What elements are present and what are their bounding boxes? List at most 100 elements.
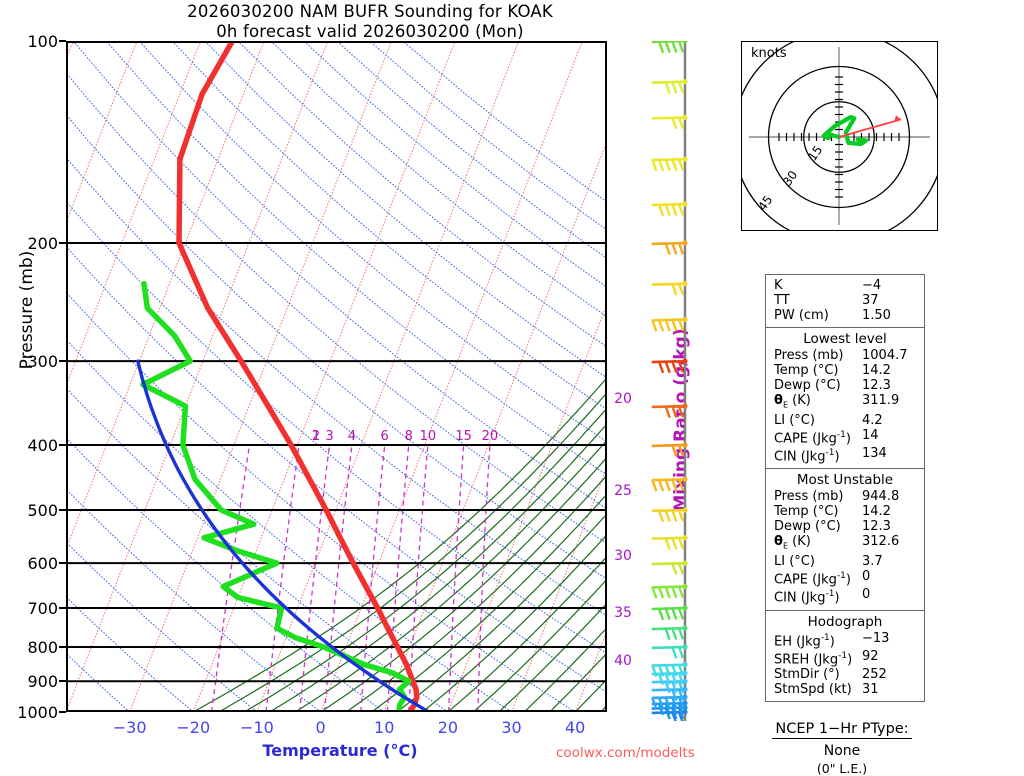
stat-key: Temp (°C) bbox=[774, 504, 839, 520]
table-row: TT 37 bbox=[766, 293, 924, 308]
wind-barb bbox=[651, 694, 688, 710]
stat-value: 37 bbox=[862, 293, 879, 308]
pressure-tick-800: 800 bbox=[27, 637, 58, 657]
pressure-tick-700: 700 bbox=[27, 599, 58, 619]
stat-value: 134 bbox=[862, 445, 887, 461]
wind-barb bbox=[651, 662, 688, 677]
temperature-tick-30: 30 bbox=[501, 718, 522, 737]
table-row: CAPE (Jkg-1) 14 bbox=[766, 428, 924, 446]
mixing-ratio-label-3: 3 bbox=[325, 428, 334, 444]
sounding-statistics-table: K −4 TT 37 PW (cm) 1.50 Lowest level Pre… bbox=[765, 274, 925, 703]
stat-key: Press (mb) bbox=[774, 348, 844, 363]
stat-value: 14 bbox=[862, 427, 879, 443]
wind-barb bbox=[651, 79, 688, 94]
temperature-tick-0: 0 bbox=[315, 718, 326, 737]
mixing-ratio-label-20: 20 bbox=[481, 428, 499, 444]
credit-watermark: coolwx.com/modelts bbox=[556, 745, 695, 761]
temperature-tick--20: −20 bbox=[176, 718, 211, 737]
stat-value: 12.3 bbox=[862, 519, 891, 535]
skewt-gridlines bbox=[66, 41, 607, 712]
chart-title-block: 2026030200 NAM BUFR Sounding for KOAK 0h… bbox=[0, 2, 740, 42]
wind-barb bbox=[651, 507, 688, 523]
wind-barb bbox=[651, 156, 688, 172]
table-row: LI (°C) 3.7 bbox=[766, 554, 924, 569]
wind-barb bbox=[651, 281, 688, 296]
wind-barb bbox=[651, 316, 688, 332]
table-row: EH (Jkg-1) −13 bbox=[766, 631, 924, 649]
stat-key: StmDir (°) bbox=[774, 667, 840, 683]
wind-barb bbox=[651, 114, 688, 130]
pressure-tick-mark bbox=[59, 40, 66, 42]
wind-barb bbox=[651, 41, 688, 54]
wind-barb bbox=[651, 560, 688, 575]
wind-barb bbox=[651, 605, 688, 621]
stat-value: 1.50 bbox=[862, 308, 891, 323]
pressure-axis-title: Pressure (mb) bbox=[17, 250, 37, 370]
chart-title-line2: 0h forecast valid 2026030200 (Mon) bbox=[216, 22, 524, 41]
stat-key: CIN (Jkg-1) bbox=[774, 589, 840, 606]
wind-barb bbox=[651, 625, 688, 641]
stat-value: −13 bbox=[862, 630, 890, 646]
stat-value: 312.6 bbox=[862, 534, 900, 550]
stat-value: 311.9 bbox=[862, 393, 900, 408]
stats-section-lowest-level: Lowest level Press (mb) 1004.7 Temp (°C) 14… bbox=[766, 328, 924, 470]
table-row: Dewp (°C) 12.3 bbox=[766, 519, 924, 534]
hodograph-ring-label-15: 15 bbox=[805, 143, 825, 164]
ptype-value: None bbox=[823, 743, 861, 759]
stat-key: EH (Jkg-1) bbox=[774, 632, 835, 649]
skewt-traces bbox=[136, 41, 431, 712]
chart-title-line1: 2026030200 NAM BUFR Sounding for KOAK bbox=[187, 2, 553, 21]
stats-section-most-unstable: Most Unstable Press (mb) 944.8 Temp (°C) 14… bbox=[766, 469, 924, 611]
table-row: θE (K) 312.6 bbox=[766, 534, 924, 554]
wind-barb bbox=[651, 476, 688, 492]
wind-barb bbox=[651, 535, 688, 550]
hodograph-units-label: knots bbox=[751, 46, 787, 61]
pressure-tick-mark bbox=[59, 509, 66, 511]
stat-value: 12.3 bbox=[862, 378, 891, 393]
table-row: StmDir (°) 252 bbox=[766, 667, 924, 682]
mixing-ratio-label-15: 15 bbox=[455, 428, 472, 444]
stat-value: 0 bbox=[862, 568, 871, 584]
pressure-tick-mark bbox=[59, 443, 66, 446]
wind-barb bbox=[651, 240, 688, 255]
pressure-tick-mark bbox=[59, 680, 66, 683]
temperature-axis-title: Temperature (°C) bbox=[262, 741, 418, 760]
wind-barb bbox=[651, 583, 688, 599]
height-label-40: 40 bbox=[614, 653, 632, 669]
table-row: StmSpd (kt) 31 bbox=[766, 682, 924, 697]
mixing-ratio-label-4: 4 bbox=[347, 428, 357, 444]
pressure-tick-900: 900 bbox=[27, 672, 58, 692]
stat-value: 31 bbox=[862, 682, 879, 698]
stat-key: SREH (Jkg-1) bbox=[774, 650, 853, 668]
pressure-tick-mark bbox=[59, 607, 66, 610]
stat-key: θE (K) bbox=[774, 534, 811, 551]
stat-key: CIN (Jkg-1) bbox=[774, 447, 840, 465]
pressure-tick-mark bbox=[59, 562, 66, 565]
table-row: SREH (Jkg-1) 92 bbox=[766, 649, 924, 667]
mixing-ratio-label-10: 10 bbox=[419, 428, 437, 444]
table-row: θE (K) 311.9 bbox=[766, 393, 924, 413]
pressure-tick-100: 100 bbox=[27, 32, 58, 51]
stats-section-hodograph: Hodograph EH (Jkg-1) −13 SREH (Jkg-1) 92 Stm… bbox=[766, 611, 924, 702]
stat-value: 944.8 bbox=[862, 489, 900, 505]
pressure-tick-400: 400 bbox=[27, 435, 58, 455]
ptype-liquid-equivalent: (0" L.E.) bbox=[816, 761, 868, 776]
stat-key: Dewp (°C) bbox=[774, 378, 841, 393]
stat-key: StmSpd (kt) bbox=[774, 682, 852, 698]
stat-value: 14.2 bbox=[862, 363, 891, 378]
table-row: Temp (°C) 14.2 bbox=[766, 363, 924, 378]
stat-value: 252 bbox=[862, 667, 887, 683]
stat-key: Temp (°C) bbox=[774, 363, 839, 378]
table-row: Dewp (°C) 12.3 bbox=[766, 378, 924, 393]
hodograph-ring-label-30: 30 bbox=[780, 168, 800, 189]
pressure-tick-600: 600 bbox=[27, 554, 58, 574]
wind-barb bbox=[651, 678, 688, 694]
stat-value: 1004.7 bbox=[862, 348, 908, 363]
temperature-tick--10: −10 bbox=[240, 718, 274, 737]
pressure-tick-1000: 1000 bbox=[17, 703, 58, 722]
table-row: LI (°C) 4.2 bbox=[766, 413, 924, 428]
stat-value: 3.7 bbox=[862, 553, 883, 569]
stats-section-top: K −4 TT 37 PW (cm) 1.50 bbox=[766, 275, 924, 328]
pressure-tick-500: 500 bbox=[27, 501, 58, 520]
wind-barb bbox=[651, 358, 688, 374]
